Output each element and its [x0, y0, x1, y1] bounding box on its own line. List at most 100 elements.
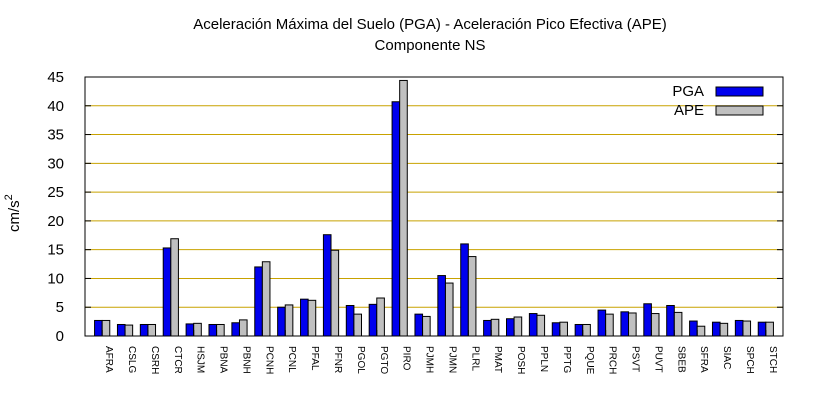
x-tick-label: SIAC — [721, 346, 732, 369]
y-tick-label: 0 — [56, 328, 64, 345]
bar-ape-ctcr — [170, 238, 179, 337]
bar-ape-prch — [605, 313, 614, 337]
y-tick-label: 5 — [56, 299, 64, 316]
bar-pga-piro — [391, 101, 401, 337]
x-tick-label: PBNA — [218, 346, 229, 374]
x-tick-label: SBEB — [675, 346, 686, 373]
x-tick-label: HSJM — [195, 346, 206, 373]
bar-ape-pbnh — [238, 319, 248, 337]
x-tick-label: CSRH — [149, 346, 160, 374]
x-tick-label: PCNL — [286, 346, 297, 373]
bar-pga-pjmn — [437, 275, 446, 337]
bar-pga-posh — [505, 318, 515, 337]
legend-label-ape: APE — [674, 102, 704, 119]
bar-pga-puvt — [643, 303, 652, 337]
x-tick-label: PIRO — [401, 346, 412, 371]
bar-pga-cslg — [116, 323, 126, 337]
legend-swatch-pga — [715, 86, 764, 97]
x-tick-label: PUVT — [652, 346, 663, 373]
bar-pga-pgol — [345, 304, 355, 337]
y-tick-label: 15 — [47, 242, 64, 259]
bar-pga-hsjm — [185, 323, 195, 337]
bar-ape-puvt — [650, 313, 660, 337]
x-tick-label: PFNR — [332, 346, 343, 373]
bar-ape-pptg — [559, 321, 568, 337]
bar-ape-posh — [513, 316, 523, 337]
bar-pga-spch — [734, 319, 744, 337]
bar-ape-pbna — [216, 323, 225, 337]
x-tick-label: SFRA — [698, 346, 709, 373]
bar-ape-ppln — [536, 314, 546, 337]
x-tick-label: CTCR — [172, 346, 183, 374]
bar-ape-siac — [719, 322, 729, 337]
y-tick-label: 20 — [47, 213, 64, 230]
bar-pga-csrh — [139, 323, 149, 337]
x-tick-label: PLRL — [469, 346, 480, 371]
bar-pga-plrl — [460, 243, 469, 337]
bar-ape-plrl — [467, 256, 477, 337]
bar-pga-pcnh — [254, 266, 263, 337]
y-tick-label: 25 — [47, 184, 64, 201]
bar-ape-pgol — [353, 313, 363, 337]
y-axis-label-base: cm/s — [6, 200, 23, 232]
legend: PGA APE — [672, 83, 764, 119]
x-tick-label: PCNH — [263, 346, 274, 374]
bar-pga-pmat — [483, 319, 492, 337]
bar-ape-stch — [765, 321, 774, 337]
bar-pga-pptg — [551, 322, 561, 337]
bar-pga-stch — [757, 321, 767, 337]
x-tick-label: PSVT — [630, 346, 641, 372]
bar-pga-pcnl — [277, 306, 286, 337]
bar-ape-hsjm — [193, 322, 202, 337]
bar-ape-pgto — [376, 297, 385, 337]
y-tick-label: 40 — [47, 98, 64, 115]
bar-pga-ctcr — [162, 247, 172, 337]
bar-ape-pjmn — [444, 282, 454, 337]
bar-ape-piro — [399, 79, 408, 337]
bar-pga-pque — [574, 323, 584, 337]
y-axis-label-exponent: 2 — [3, 194, 15, 200]
bar-pga-pgto — [368, 303, 378, 337]
y-tick-label: 10 — [47, 270, 64, 287]
x-tick-label: CSLG — [126, 346, 137, 373]
bar-ape-pcnh — [261, 261, 271, 337]
bar-pga-sfra — [689, 320, 698, 337]
bar-ape-csrh — [147, 323, 157, 337]
legend-label-pga: PGA — [672, 83, 704, 100]
x-tick-label: STCH — [767, 346, 778, 373]
x-tick-label: AFRA — [103, 346, 114, 373]
bar-ape-pjmh — [422, 315, 431, 337]
chart-subtitle: Componente NS — [374, 37, 486, 54]
bar-pga-ppln — [528, 313, 538, 337]
bar-pga-sbeb — [666, 304, 675, 337]
x-tick-label: SPCH — [744, 346, 755, 374]
x-tick-label: PGTO — [378, 346, 389, 374]
bar-ape-sfra — [696, 325, 706, 337]
bar-pga-prch — [597, 309, 607, 337]
bar-ape-pcnl — [284, 304, 294, 337]
bar-pga-afra — [94, 319, 103, 337]
bar-pga-pbna — [208, 323, 218, 337]
x-tick-label: PJMN — [446, 346, 457, 373]
bar-pga-pbnh — [231, 322, 240, 337]
x-tick-label: PGOL — [355, 346, 366, 374]
bar-pga-pfnr — [322, 234, 332, 337]
bar-pga-siac — [711, 321, 721, 337]
bar-ape-pque — [582, 323, 591, 337]
y-tick-label: 35 — [47, 127, 64, 144]
y-axis-label: cm/s2 — [3, 194, 23, 232]
x-tick-label: PFAL — [309, 346, 320, 371]
bar-pga-psvt — [620, 311, 630, 337]
bar-ape-spch — [742, 320, 752, 337]
plot-frame — [84, 76, 784, 337]
x-tick-label: PPLN — [538, 346, 549, 372]
y-tick-label: 45 — [47, 69, 64, 86]
x-tick-label: PJMH — [424, 346, 435, 373]
bar-ape-psvt — [628, 312, 637, 337]
x-tick-label: PQUE — [584, 346, 595, 375]
bar-pga-pjmh — [414, 313, 424, 337]
bar-ape-pfal — [307, 299, 317, 337]
x-tick-label: PPTG — [561, 346, 572, 373]
x-tick-label: PBNH — [240, 346, 251, 374]
